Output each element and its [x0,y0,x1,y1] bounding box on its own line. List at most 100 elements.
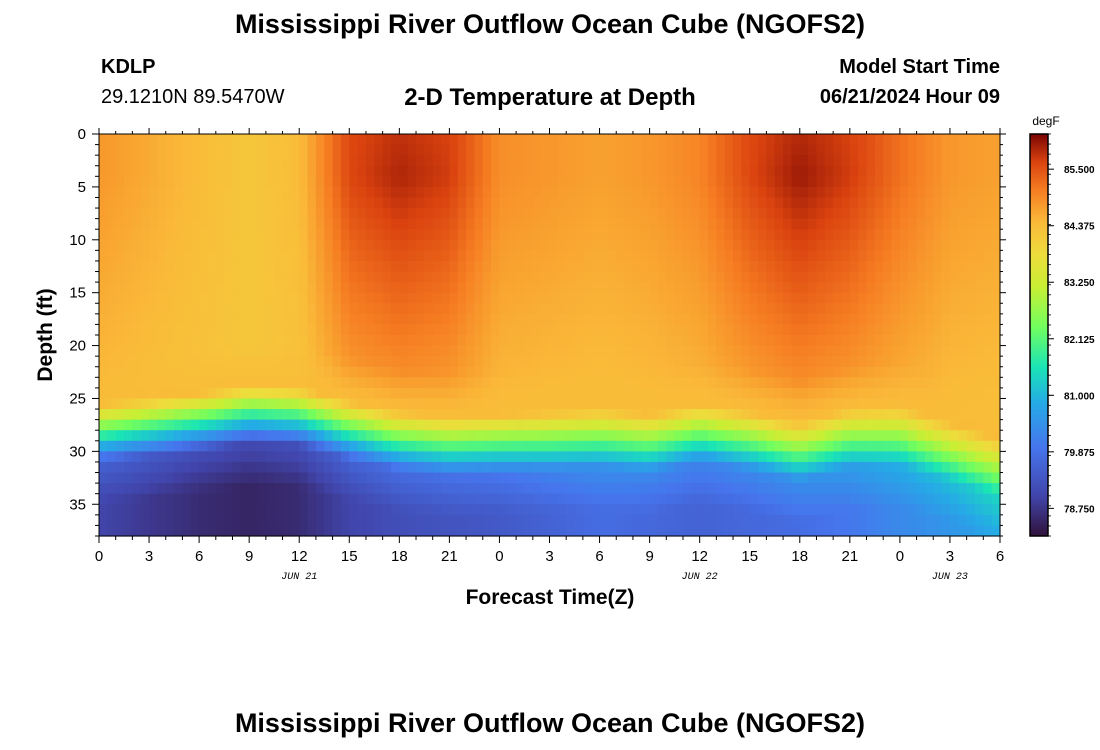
heatmap-cell [190,472,200,484]
heatmap-cell [207,525,217,537]
heatmap-cell [708,229,717,241]
heatmap-cell [624,197,634,209]
heatmap-cell [591,525,601,537]
heatmap-cell [691,451,701,463]
heatmap-cell [674,398,684,410]
heatmap-cell [549,229,559,241]
heatmap-cell [908,356,918,368]
heatmap-cell [941,345,951,357]
heatmap-cell [891,303,901,315]
heatmap-cell [416,493,425,505]
heatmap-cell [199,387,209,400]
heatmap-cell [457,260,467,273]
heatmap-cell [607,292,617,304]
heatmap-cell [207,324,217,336]
heatmap-cell [390,165,400,177]
heatmap-cell [733,356,742,368]
heatmap-cell [107,525,117,537]
heatmap-cell [766,155,776,167]
heatmap-cell [399,514,409,527]
heatmap-cell [991,197,1001,209]
heatmap-cell [691,345,701,357]
heatmap-cell [441,176,450,188]
heatmap-cell [207,335,217,347]
heatmap-cell [290,493,300,505]
heatmap-cell [516,292,526,304]
heatmap-cell [983,313,993,326]
heatmap-cell [949,461,959,474]
heatmap-cell [557,461,567,474]
heatmap-cell [891,366,901,378]
heatmap-cell [507,504,517,516]
heatmap-cell [224,260,234,273]
heatmap-cell [582,303,592,315]
chart-title: Mississippi River Outflow Ocean Cube (NG… [234,9,866,39]
heatmap-cell [891,525,901,537]
heatmap-cell [149,335,158,347]
heatmap-cell [908,155,918,167]
heatmap-cell [799,356,809,368]
heatmap-cell [741,514,751,527]
heatmap-cell [708,292,717,304]
heatmap-cell [824,356,834,368]
heatmap-cell [591,260,601,273]
heatmap-cell [582,387,592,400]
heatmap-cell [332,197,342,209]
heatmap-cell [491,504,501,516]
heatmap-cell [682,250,692,262]
heatmap-cell [616,292,626,304]
heatmap-cell [290,504,300,516]
heatmap-cell [733,282,742,294]
heatmap-cell [682,282,692,294]
heatmap-cell [240,292,250,304]
heatmap-cell [299,493,309,505]
heatmap-cell [841,208,851,220]
heatmap-cell [524,345,534,357]
heatmap-cell [733,430,742,442]
heatmap-cell [324,271,334,283]
heatmap-cell [99,134,108,146]
heatmap-cell [307,483,317,495]
heatmap-cell [524,356,534,368]
heatmap-cell [649,134,659,146]
heatmap-cell [424,461,434,474]
x-tick-labels: 0 3 6 9 12 15 18 21 0 3 6 9 12 15 18 21 0 3 6 [95,548,1004,565]
heatmap-cell [407,303,417,315]
heatmap-cell [274,144,284,156]
heatmap-cell [766,514,776,527]
heatmap-cell [824,292,834,304]
heatmap-cell [332,451,342,463]
heatmap-cell [983,239,993,251]
heatmap-cell [265,472,275,484]
heatmap-cell [307,313,317,326]
heatmap-cell [215,134,225,146]
heatmap-cell [149,313,158,326]
heatmap-cell [566,514,576,527]
heatmap-cell [883,377,893,389]
heatmap-cell [115,197,125,209]
heatmap-cell [557,430,567,442]
heatmap-cell [799,409,809,421]
heatmap-cell [616,303,626,315]
heatmap-cell [274,292,284,304]
heatmap-cell [274,493,284,505]
heatmap-cell [165,525,175,537]
heatmap-cell [466,282,476,294]
heatmap-cell [591,282,601,294]
heatmap-cell [132,313,142,326]
heatmap-cell [958,250,968,262]
heatmap-cell [466,292,476,304]
heatmap-cell [599,451,609,463]
heatmap-cell [541,483,551,495]
heatmap-cell [224,419,234,431]
heatmap-cell [199,229,209,241]
heatmap-cell [849,493,859,505]
heatmap-cell [641,345,651,357]
heatmap-cell [399,430,409,442]
heatmap-cell [324,208,334,220]
heatmap-cell [532,335,542,347]
heatmap-cell [616,419,626,431]
heatmap-cell [140,239,150,251]
heatmap-cell [858,451,868,463]
heatmap-cell [299,440,309,452]
